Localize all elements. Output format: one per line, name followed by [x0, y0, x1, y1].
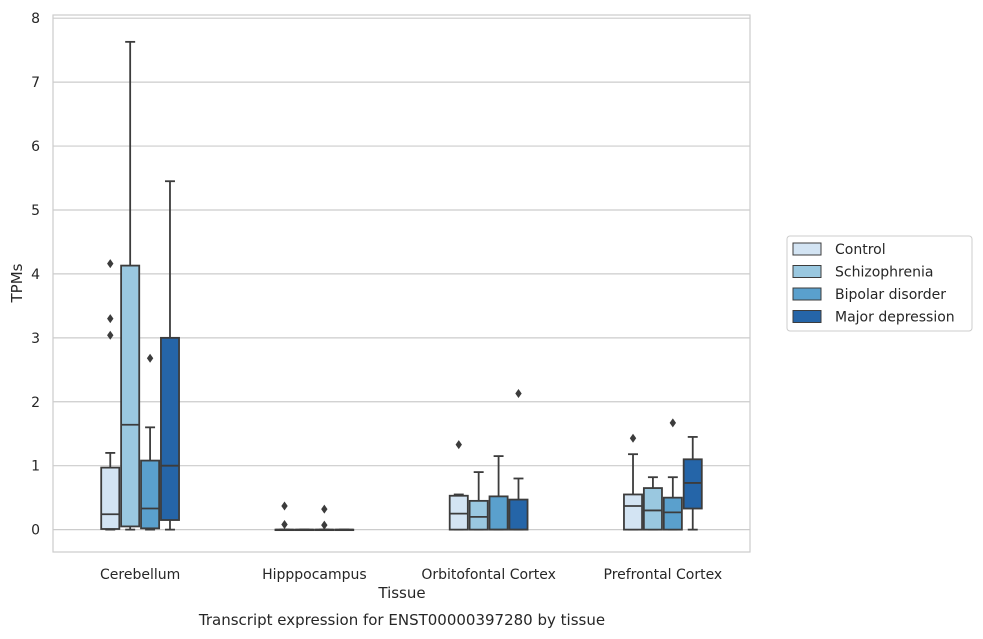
y-axis-label: TPMs: [8, 263, 26, 303]
box-3-0: [623, 433, 643, 531]
box-iqr: [682, 458, 703, 510]
y-tick-label: 0: [31, 523, 40, 539]
legend-label: Major depression: [835, 310, 955, 326]
legend-swatch: [792, 265, 822, 278]
outlier-point: [321, 520, 328, 530]
y-tick-label: 6: [31, 139, 40, 155]
x-tick-labels: Cerebellum Hipppocampus Orbitofontal Corte…: [100, 567, 722, 583]
box-iqr: [468, 499, 489, 531]
box-3-1: [642, 476, 663, 531]
y-tick-label: 3: [31, 331, 40, 347]
box-iqr: [623, 493, 643, 531]
outlier-point: [107, 330, 114, 340]
outlier-point: [321, 504, 328, 514]
box-iqr: [488, 495, 509, 531]
box-2-3: [508, 388, 529, 531]
x-tick-label: Orbitofontal Cortex: [421, 567, 556, 583]
box-iqr: [642, 487, 663, 531]
y-tick-labels: 0 1 2 3 4 5 6 7 8: [31, 11, 40, 538]
box-iqr: [100, 466, 121, 530]
legend-swatch: [792, 310, 822, 323]
box-iqr: [140, 459, 161, 530]
outlier-point: [515, 388, 522, 398]
box-0-3: [160, 180, 180, 531]
legend-label: Schizophrenia: [835, 265, 933, 281]
legend: Control Schizophrenia Bipolar disorder Majo…: [786, 235, 973, 332]
y-tick-label: 1: [31, 459, 40, 475]
outlier-point: [107, 259, 114, 269]
box-1-2: [314, 504, 335, 532]
x-axis-label: Tissue: [377, 584, 425, 602]
y-tick-label: 7: [31, 75, 40, 91]
x-tick-label: Cerebellum: [100, 567, 180, 583]
box-0-2: [140, 353, 161, 531]
box-1-0: [274, 501, 295, 532]
x-tick-label: Hipppocampus: [262, 567, 367, 583]
outlier-point: [629, 433, 637, 443]
outlier-point: [669, 418, 677, 428]
legend-label: Bipolar disorder: [835, 287, 946, 303]
legend-swatch: [792, 287, 822, 301]
outlier-point: [281, 501, 288, 511]
box-iqr: [508, 498, 529, 531]
box-3-2: [662, 418, 683, 531]
y-tick-label: 4: [31, 267, 40, 283]
legend-swatch: [792, 242, 822, 256]
y-tick-label: 2: [31, 395, 40, 411]
legend-label: Control: [835, 242, 886, 258]
legend-frame: [786, 235, 973, 332]
y-tick-label: 5: [31, 203, 40, 219]
box-0-0: [100, 259, 121, 531]
y-tick-label: 8: [31, 11, 40, 27]
box-iqr: [160, 336, 180, 521]
outlier-point: [455, 440, 462, 450]
box-2-0: [448, 440, 469, 531]
box-iqr: [448, 494, 469, 531]
x-tick-label: Prefrontal Cortex: [604, 567, 723, 583]
chart-caption: Transcript expression for ENST0000039728…: [198, 611, 605, 629]
outlier-point: [146, 353, 154, 363]
box-iqr: [120, 264, 141, 528]
box-3-3: [682, 436, 703, 531]
box-iqr: [662, 496, 683, 531]
outlier-point: [281, 520, 288, 530]
box-1-3: [334, 528, 355, 532]
box-0-1: [120, 40, 141, 531]
box-2-2: [488, 455, 509, 531]
box-plots: [100, 40, 703, 532]
box-2-1: [468, 471, 489, 531]
box-1-1: [294, 528, 315, 532]
outlier-point: [107, 314, 114, 324]
